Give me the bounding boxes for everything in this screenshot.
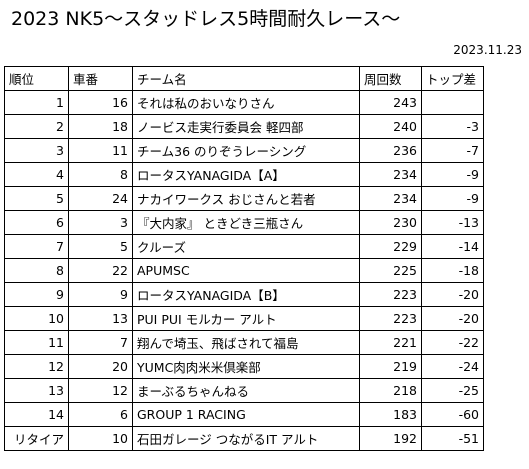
- header-row: 順位 車番 チーム名 周回数 トップ差: [4, 66, 484, 91]
- number-cell: 13: [68, 306, 133, 331]
- rank-cell: 4: [4, 162, 69, 187]
- laps-cell: 192: [359, 426, 422, 451]
- rank-cell: 1: [4, 90, 69, 115]
- header-team: チーム名: [132, 66, 360, 91]
- team-cell: ロータスYANAGIDA【B】: [132, 282, 360, 307]
- number-cell: 24: [68, 186, 133, 211]
- number-cell: 3: [68, 210, 133, 235]
- rank-cell: リタイア: [4, 426, 69, 451]
- event-date: 2023.11.23: [453, 43, 522, 57]
- number-cell: 10: [68, 426, 133, 451]
- team-cell: ナカイワークス おじさんと若者: [132, 186, 360, 211]
- gap-cell: -9: [421, 162, 484, 187]
- gap-cell: -9: [421, 186, 484, 211]
- number-cell: 7: [68, 330, 133, 355]
- page-title: 2023 NK5～スタッドレス5時間耐久レース～: [11, 8, 401, 30]
- number-cell: 16: [68, 90, 133, 115]
- rank-cell: 11: [4, 330, 69, 355]
- number-cell: 12: [68, 378, 133, 403]
- number-cell: 11: [68, 138, 133, 163]
- number-cell: 22: [68, 258, 133, 283]
- table-row: 7 5 クルーズ 229 -14: [4, 234, 484, 259]
- gap-cell: -18: [421, 258, 484, 283]
- gap-cell: -13: [421, 210, 484, 235]
- table-row: 12 20 YUMC肉肉米米倶楽部 219 -24: [4, 354, 484, 379]
- gap-cell: -14: [421, 234, 484, 259]
- table-row: 1 16 それは私のおいなりさん 243: [4, 90, 484, 115]
- header-laps: 周回数: [359, 66, 422, 91]
- team-cell: YUMC肉肉米米倶楽部: [132, 354, 360, 379]
- gap-cell: -7: [421, 138, 484, 163]
- table-row: 5 24 ナカイワークス おじさんと若者 234 -9: [4, 186, 484, 211]
- rank-cell: 12: [4, 354, 69, 379]
- laps-cell: 234: [359, 186, 422, 211]
- team-cell: 『大内家』 ときどき三瓶さん: [132, 210, 360, 235]
- rank-cell: 6: [4, 210, 69, 235]
- gap-cell: -51: [421, 426, 484, 451]
- rank-cell: 8: [4, 258, 69, 283]
- laps-cell: 219: [359, 354, 422, 379]
- number-cell: 9: [68, 282, 133, 307]
- table-row: 6 3 『大内家』 ときどき三瓶さん 230 -13: [4, 210, 484, 235]
- gap-cell: -22: [421, 330, 484, 355]
- header-rank: 順位: [4, 66, 69, 91]
- team-cell: それは私のおいなりさん: [132, 90, 360, 115]
- rank-cell: 2: [4, 114, 69, 139]
- team-cell: APUMSC: [132, 258, 360, 283]
- number-cell: 20: [68, 354, 133, 379]
- gap-cell: -20: [421, 282, 484, 307]
- laps-cell: 221: [359, 330, 422, 355]
- results-table: 順位 車番 チーム名 周回数 トップ差 1 16 それは私のおいなりさん 243…: [4, 66, 484, 451]
- rank-cell: 13: [4, 378, 69, 403]
- laps-cell: 230: [359, 210, 422, 235]
- laps-cell: 229: [359, 234, 422, 259]
- team-cell: ノービス走実行委員会 軽四部: [132, 114, 360, 139]
- gap-cell: [421, 90, 484, 115]
- laps-cell: 243: [359, 90, 422, 115]
- rank-cell: 9: [4, 282, 69, 307]
- team-cell: 翔んで埼玉、飛ばされて福島: [132, 330, 360, 355]
- rank-cell: 3: [4, 138, 69, 163]
- table-row: 14 6 GROUP 1 RACING 183 -60: [4, 402, 484, 427]
- table-row: 4 8 ロータスYANAGIDA【A】 234 -9: [4, 162, 484, 187]
- number-cell: 18: [68, 114, 133, 139]
- team-cell: PUI PUI モルカー アルト: [132, 306, 360, 331]
- rank-cell: 7: [4, 234, 69, 259]
- number-cell: 8: [68, 162, 133, 187]
- laps-cell: 183: [359, 402, 422, 427]
- team-cell: ロータスYANAGIDA【A】: [132, 162, 360, 187]
- table-row: 2 18 ノービス走実行委員会 軽四部 240 -3: [4, 114, 484, 139]
- table-row: 8 22 APUMSC 225 -18: [4, 258, 484, 283]
- table-row: 3 11 チーム36 のりぞうレーシング 236 -7: [4, 138, 484, 163]
- table-row: 13 12 まーぶるちゃんねる 218 -25: [4, 378, 484, 403]
- team-cell: まーぶるちゃんねる: [132, 378, 360, 403]
- team-cell: 石田ガレージ つながるIT アルト: [132, 426, 360, 451]
- laps-cell: 240: [359, 114, 422, 139]
- table-row: リタイア 10 石田ガレージ つながるIT アルト 192 -51: [4, 426, 484, 451]
- table-row: 11 7 翔んで埼玉、飛ばされて福島 221 -22: [4, 330, 484, 355]
- rank-cell: 14: [4, 402, 69, 427]
- rank-cell: 5: [4, 186, 69, 211]
- gap-cell: -3: [421, 114, 484, 139]
- gap-cell: -60: [421, 402, 484, 427]
- gap-cell: -20: [421, 306, 484, 331]
- header-number: 車番: [68, 66, 133, 91]
- table-row: 9 9 ロータスYANAGIDA【B】 223 -20: [4, 282, 484, 307]
- gap-cell: -24: [421, 354, 484, 379]
- gap-cell: -25: [421, 378, 484, 403]
- team-cell: クルーズ: [132, 234, 360, 259]
- laps-cell: 236: [359, 138, 422, 163]
- team-cell: GROUP 1 RACING: [132, 402, 360, 427]
- header-gap: トップ差: [421, 66, 484, 91]
- team-cell: チーム36 のりぞうレーシング: [132, 138, 360, 163]
- laps-cell: 225: [359, 258, 422, 283]
- table-row: 10 13 PUI PUI モルカー アルト 223 -20: [4, 306, 484, 331]
- laps-cell: 218: [359, 378, 422, 403]
- laps-cell: 223: [359, 282, 422, 307]
- rank-cell: 10: [4, 306, 69, 331]
- laps-cell: 223: [359, 306, 422, 331]
- laps-cell: 234: [359, 162, 422, 187]
- number-cell: 6: [68, 402, 133, 427]
- number-cell: 5: [68, 234, 133, 259]
